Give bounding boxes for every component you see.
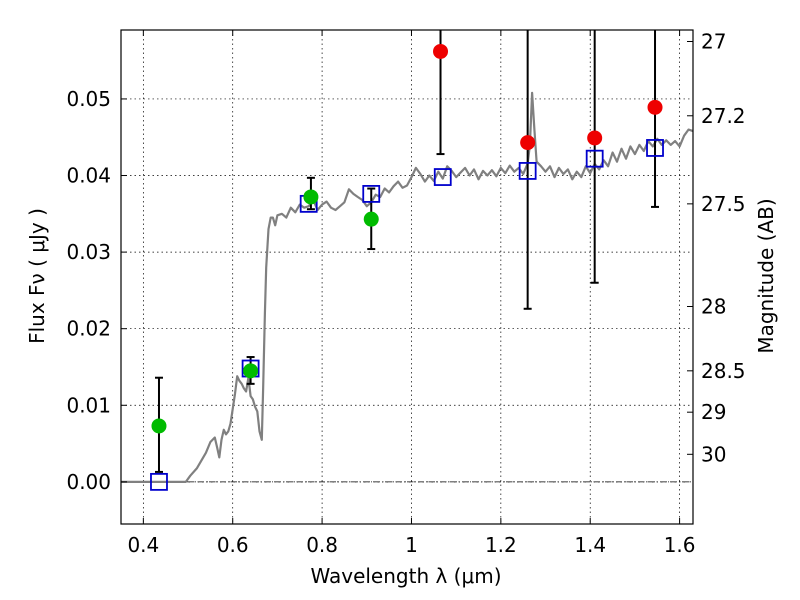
model-photometry-box: [150, 472, 168, 491]
y-tick-label: 0.00: [66, 470, 111, 494]
x-axis-title: Wavelength λ (μm): [310, 564, 501, 588]
x-tick-label: 1.6: [664, 533, 696, 557]
x-tick-label: 0.6: [217, 533, 249, 557]
y-tick-label: 0.01: [66, 393, 111, 417]
y-tick-label: 0.03: [66, 240, 111, 264]
upper-limit-point: [587, 130, 603, 146]
detection-point: [363, 211, 379, 227]
model-spectrum: [121, 91, 694, 483]
error-bars: [154, 30, 660, 473]
axis-ticks: 0.4 0.6 0.8 1 1.2 1.4 1.6 0.00 0.01 0.02 0.03 0.04 0…: [66, 29, 745, 557]
model-spectrum-line: [121, 91, 694, 483]
y-tick-label: 0.04: [66, 164, 111, 188]
model-photometry-boxes: [150, 139, 664, 491]
detection-point: [151, 418, 167, 434]
x-tick-label: 0.4: [127, 533, 159, 557]
grid: [121, 30, 693, 524]
right-tick-label: 28.5: [701, 359, 746, 383]
y-tick-label: 0.05: [66, 87, 111, 111]
x-tick-label: 1.2: [485, 533, 517, 557]
right-tick-label: 28: [701, 294, 726, 318]
y-tick-label: 0.02: [66, 317, 111, 341]
right-tick-label: 27.5: [701, 192, 746, 216]
x-tick-label: 1: [405, 533, 418, 557]
right-tick-label: 29: [701, 400, 726, 424]
detection-point: [303, 189, 319, 205]
observed-points: [151, 43, 663, 434]
right-axis-title: Magnitude (AB): [754, 198, 778, 353]
model-photometry-box: [362, 185, 381, 203]
x-tick-label: 1.4: [574, 533, 606, 557]
x-tick-label: 0.8: [306, 533, 338, 557]
plot-frame: [120, 29, 694, 525]
upper-limit-point: [647, 99, 663, 115]
detection-point: [243, 363, 259, 379]
model-photometry-box: [518, 162, 537, 180]
upper-limit-point: [433, 43, 449, 59]
upper-limit-point: [520, 135, 536, 151]
model-photometry-box: [433, 168, 452, 186]
model-photometry-box: [646, 139, 664, 157]
right-tick-label: 27: [701, 29, 726, 53]
y-axis-title: Flux Fν ( μJy ): [25, 208, 49, 344]
right-tick-label: 30: [701, 442, 726, 466]
model-photometry-box: [585, 149, 604, 168]
right-tick-label: 27.2: [701, 104, 746, 128]
